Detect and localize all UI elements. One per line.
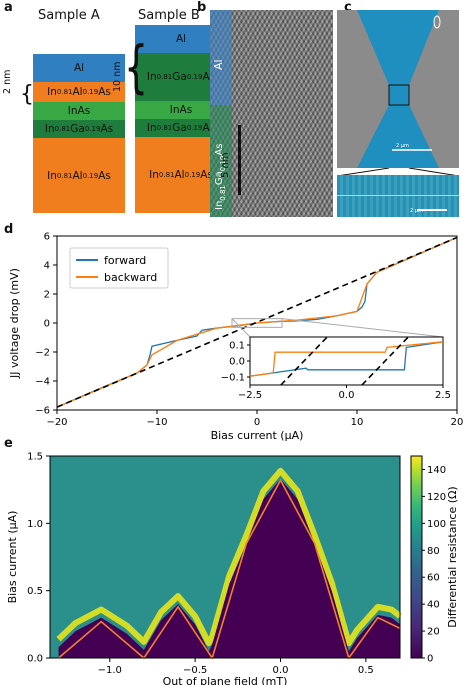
iv-y-tick-label: 0 xyxy=(44,319,50,330)
colorbar-tick-label: 80 xyxy=(427,546,440,557)
sem-zoom-image xyxy=(337,175,459,217)
colorbar xyxy=(410,455,423,659)
iv-y-tick-label: 2 xyxy=(44,290,50,301)
iv-y-tick-label: −4 xyxy=(35,377,50,388)
sample-a-layer-ingaas: In 0.81 Ga 0.19 As xyxy=(33,120,125,138)
iv-x-tick-label: 20 xyxy=(451,417,464,428)
colorbar-tick-label: 40 xyxy=(427,600,440,611)
iv-series-ohmic xyxy=(56,236,458,408)
heatmap-chart: −1.0 −0.5 0.0 0.5 0.0 0.5 1.0 1.5 Out of plane f… xyxy=(6,452,459,685)
heatmap-x-tick-label: 0.5 xyxy=(358,665,374,676)
iv-x-tick-label: −20 xyxy=(46,417,67,428)
tem-al-label: Al xyxy=(212,59,225,70)
iv-y-tick-label: −2 xyxy=(35,348,50,359)
sample-b-title: Sample B xyxy=(138,8,200,23)
heatmap-fit-curve xyxy=(58,478,401,660)
inset-y-tick-label: 0.0 xyxy=(229,357,245,368)
sample-b-brace: { xyxy=(124,34,149,100)
heatmap-y-tick-label: 0.0 xyxy=(27,654,43,665)
heatmap-y-axis-label: Bias current (μA) xyxy=(6,511,19,604)
panel-e-label: e xyxy=(4,436,13,451)
sem-marker xyxy=(433,15,441,29)
colorbar-tick-label: 100 xyxy=(427,519,446,530)
inset-connector-right xyxy=(281,318,444,338)
sem-zoom-lines xyxy=(337,168,459,176)
sample-b-layer-inas: InAs xyxy=(135,101,227,119)
panel-c-label: c xyxy=(344,0,352,15)
heatmap-x-tick-label: 0.0 xyxy=(273,665,289,676)
inset-y-tick-label: −0.1 xyxy=(221,373,245,384)
heatmap-frame xyxy=(49,455,401,659)
iv-series-backward xyxy=(56,236,458,408)
iv-x-axis-label: Bias current (μA) xyxy=(211,429,304,442)
sem-scale-label: 2 μm xyxy=(396,143,409,149)
sem-zoom-scale-label: 2 μm xyxy=(410,208,423,214)
iv-x-tick-label: 10 xyxy=(351,417,364,428)
sample-a-layer-al: Al xyxy=(33,54,125,82)
iv-x-tick-label: −10 xyxy=(146,417,167,428)
heatmap-superconducting-region xyxy=(58,478,400,658)
sem-device-drawing xyxy=(357,10,441,168)
iv-y-tick-label: −6 xyxy=(35,406,50,417)
sample-a-brace-label: 2 nm xyxy=(2,69,13,94)
colorbar-tick-label: 140 xyxy=(427,465,446,476)
iv-legend-forward: forward xyxy=(104,254,146,267)
heatmap-x-axis-label: Out of plane field (mT) xyxy=(163,675,288,685)
sample-a-stack: Al In 0.81 Al 0.19 As InAs In 0.81 Ga 0.19 As In… xyxy=(33,54,125,213)
sample-a-title: Sample A xyxy=(38,8,100,23)
sem-zoom-box xyxy=(388,84,410,106)
heatmap-y-tick-label: 1.5 xyxy=(27,452,43,463)
inset-series-dash2 xyxy=(361,336,409,386)
inset-series-backward xyxy=(249,341,444,377)
colorbar-tick-label: 60 xyxy=(427,573,440,584)
heatmap-x-tick-label: −0.5 xyxy=(183,665,207,676)
colorbar-tick-label: 0 xyxy=(427,654,433,665)
iv-x-tick-label: 0 xyxy=(254,417,260,428)
tem-image: Al In0.81Ga0.19As xyxy=(210,10,333,217)
inset-y-tick-label: 0.1 xyxy=(229,341,245,352)
colorbar-tick-label: 20 xyxy=(427,627,440,638)
sample-a-brace: { xyxy=(20,82,34,107)
tem-scale-label: 5 nm xyxy=(220,152,231,178)
tem-al-overlay xyxy=(210,10,232,105)
iv-legend-backward: backward xyxy=(104,271,157,284)
inset-x-tick-label: −2.5 xyxy=(238,390,262,401)
heatmap-x-tick-label: −1.0 xyxy=(98,665,122,676)
panel-a-label: a xyxy=(4,0,13,15)
iv-y-tick-label: 6 xyxy=(44,232,50,243)
tem-scale-bar xyxy=(238,125,241,195)
tem-ingaas-overlay xyxy=(210,105,232,217)
heatmap-critical-edge xyxy=(56,467,402,647)
inset-zoom-box xyxy=(231,318,283,328)
sample-b-layer-ingaas: In 0.81 Ga 0.19 As xyxy=(135,119,227,137)
sample-a-layer-inas: InAs xyxy=(33,102,125,120)
sample-a-layer-buffer: In 0.81 Al 0.19 As xyxy=(33,138,125,213)
sample-b-brace-label: 10 nm xyxy=(112,61,123,92)
iv-y-axis-label: JJ voltage drop (mV) xyxy=(8,268,21,379)
inset-series-dash1 xyxy=(280,336,328,386)
iv-y-tick-label: 4 xyxy=(44,261,50,272)
panel-b-label: b xyxy=(197,0,207,15)
panel-d-label: d xyxy=(4,222,14,237)
sem-device-shape xyxy=(357,10,439,168)
heatmap-y-tick-label: 1.0 xyxy=(27,519,43,530)
heatmap-y-tick-label: 0.5 xyxy=(27,586,43,597)
colorbar-label: Differential resistance (Ω) xyxy=(446,486,459,627)
colorbar-tick-label: 120 xyxy=(427,492,446,503)
sample-a-layer-inal: In 0.81 Al 0.19 As xyxy=(33,82,125,102)
inset-x-tick-label: 2.5 xyxy=(435,390,451,401)
inset-x-tick-label: 0.0 xyxy=(339,390,355,401)
sem-image xyxy=(337,10,459,168)
